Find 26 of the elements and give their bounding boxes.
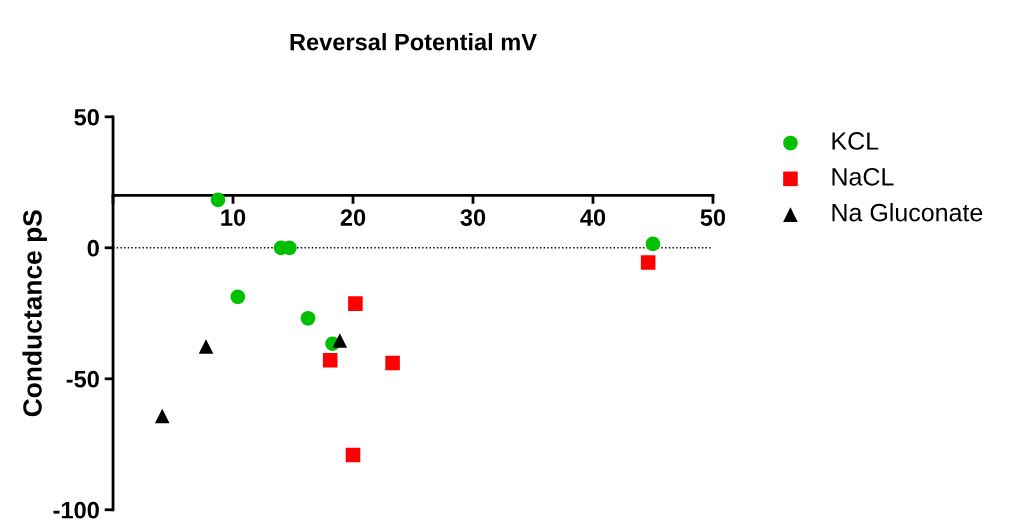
point (198, 339, 214, 354)
point (645, 236, 661, 252)
x-tick-label: 30 (460, 209, 486, 226)
legend-label: Na Gluconate (832, 203, 983, 222)
point (640, 255, 656, 270)
point (230, 289, 246, 305)
y-tick-label: 0 (87, 239, 99, 257)
x-tick-label: 20 (340, 209, 366, 226)
point (385, 355, 400, 371)
legend-label: NaCL (832, 167, 894, 186)
point (210, 192, 226, 208)
point (322, 352, 338, 368)
y-axis-title: Conductance pS (22, 210, 48, 417)
y-tick-label: 50 (74, 108, 99, 126)
x-tick-label: 50 (700, 209, 726, 226)
point (348, 296, 363, 311)
x-tick-label: 10 (221, 209, 246, 226)
y-tick-label: -50 (66, 370, 99, 388)
point (332, 333, 348, 348)
point (345, 447, 361, 463)
legend-label: KCL (832, 132, 879, 150)
point (300, 310, 316, 326)
x-tick-label: 40 (580, 209, 606, 226)
y-tick-label: -100 (53, 501, 99, 519)
point (154, 408, 170, 424)
chart-title: Reversal Potential mV (290, 33, 537, 51)
